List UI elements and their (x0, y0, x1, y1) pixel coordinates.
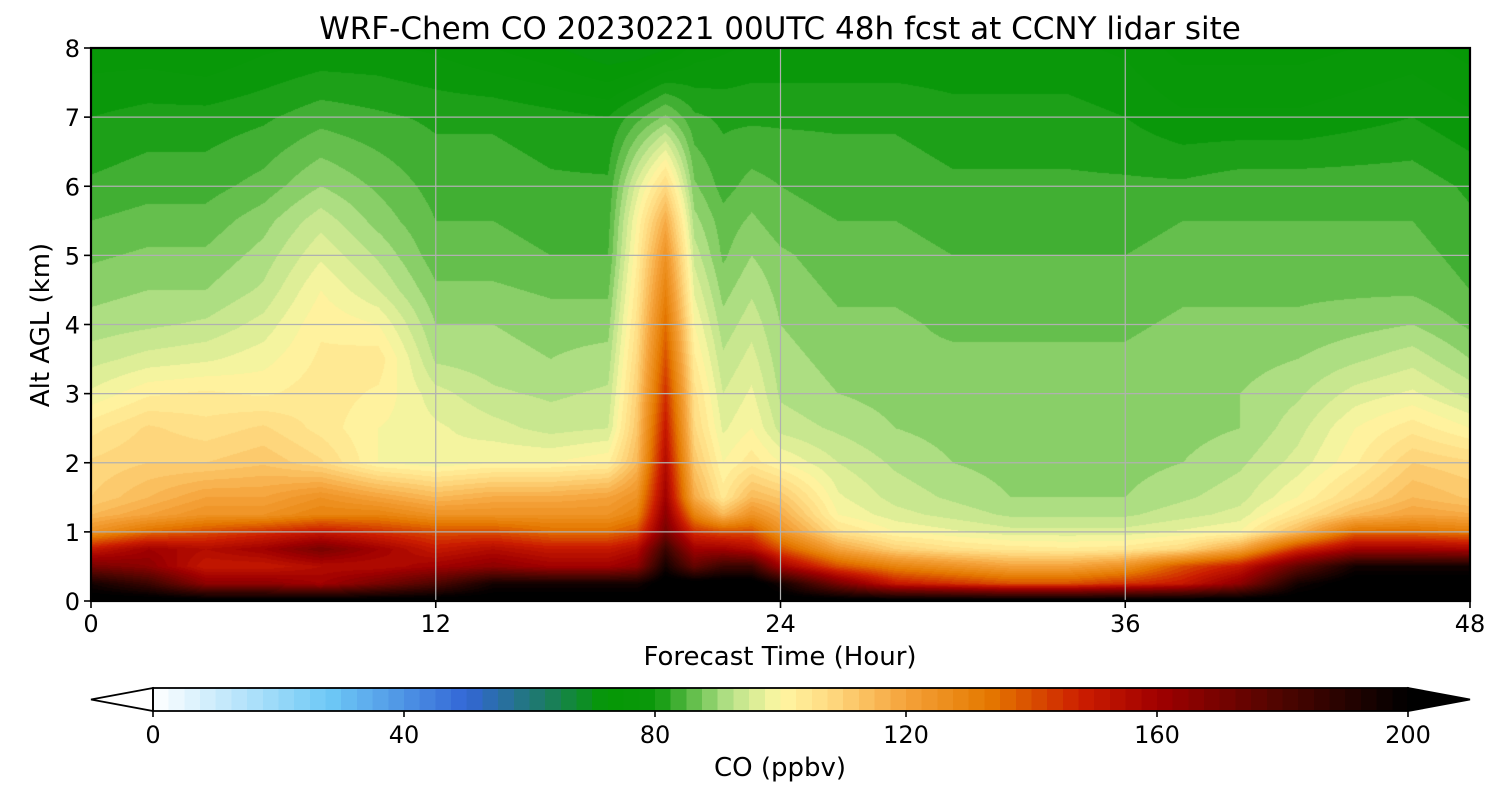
colorbar-tick-label: 0 (145, 721, 160, 749)
chart-title: WRF-Chem CO 20230221 00UTC 48h fcst at C… (319, 11, 1241, 47)
x-tick-label: 48 (1455, 610, 1486, 638)
y-tick-label: 5 (65, 242, 80, 270)
y-tick-label: 6 (65, 173, 80, 201)
y-tick-label: 7 (65, 104, 80, 132)
y-tick-label: 0 (65, 588, 80, 616)
y-tick-label: 1 (65, 519, 80, 547)
x-tick-label: 24 (765, 610, 796, 638)
colorbar: 0 40 80 120 160 200 (90, 686, 1471, 749)
colorbar-frame (152, 687, 1409, 712)
colorbar-extend-low (90, 686, 154, 713)
x-tick-label: 36 (1110, 610, 1141, 638)
x-tick-label: 0 (83, 610, 98, 638)
y-axis-label: Alt AGL (km) (26, 243, 56, 407)
colorbar-ticks: 0 40 80 120 160 200 (145, 711, 1431, 749)
y-tick-label: 4 (65, 312, 80, 340)
y-tick-label: 8 (65, 35, 80, 63)
colorbar-tick-label: 40 (389, 721, 420, 749)
colorbar-tick-label: 200 (1385, 721, 1431, 749)
colorbar-extend-high (1407, 686, 1471, 713)
x-tick-label: 12 (420, 610, 451, 638)
y-axis: 0 1 2 3 4 5 6 7 8 (65, 35, 91, 616)
x-axis-label: Forecast Time (Hour) (643, 642, 916, 672)
colorbar-tick-label: 80 (640, 721, 671, 749)
x-axis: 0 12 24 36 48 (83, 601, 1485, 638)
y-tick-label: 3 (65, 381, 80, 409)
colorbar-gradient (153, 688, 1408, 711)
y-tick-label: 2 (65, 450, 80, 478)
colorbar-tick-label: 160 (1134, 721, 1180, 749)
colorbar-tick-label: 120 (883, 721, 929, 749)
colorbar-label: CO (ppbv) (714, 753, 846, 783)
